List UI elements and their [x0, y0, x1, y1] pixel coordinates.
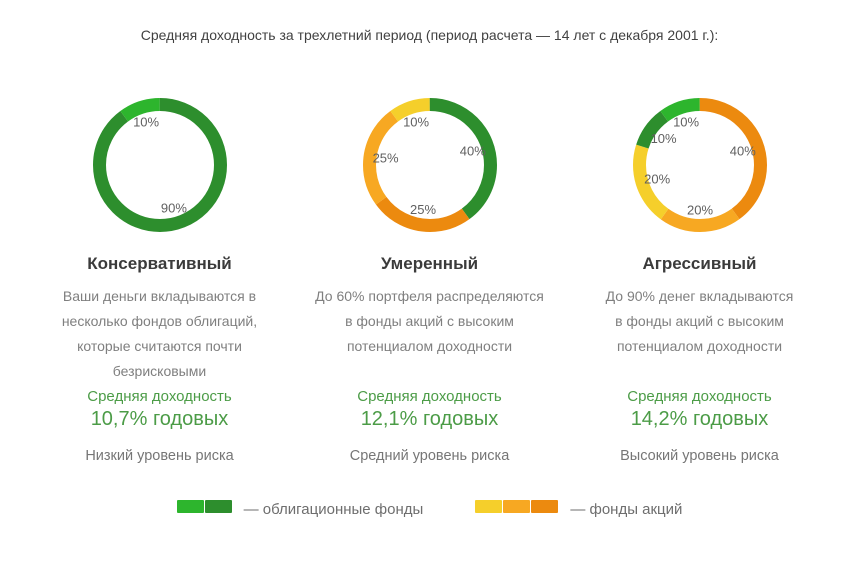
donut-segment-label: 20%	[644, 171, 670, 186]
donut-chart-moderate: 40% 25% 25% 10%	[350, 85, 510, 245]
donut-segment-label: 10%	[133, 115, 159, 130]
donut-segment-label: 40%	[729, 144, 755, 159]
average-return-value: 10,7% годовых	[90, 408, 229, 430]
legend-label-bonds: — облигационные фонды	[243, 500, 424, 518]
portfolio-description: Ваши деньги вкладываются в несколько фон…	[61, 288, 258, 379]
legend-label-stocks: — фонды акций	[570, 500, 683, 518]
risk-level: Высокий уровень риска	[620, 448, 779, 464]
legend-swatch-green_dark	[204, 500, 232, 513]
donut-segment-label: 25%	[372, 151, 398, 166]
donut-segment-yellow	[632, 98, 767, 232]
legend: — облигационные фонды — фонды акций	[0, 500, 859, 518]
legend-item-bond-funds: — облигационные фонды	[176, 500, 424, 518]
donut-segment-label: 40%	[459, 144, 485, 159]
donut-segment-green_dark	[362, 98, 497, 232]
legend-swatch-amber	[503, 500, 531, 513]
donut-segment-label: 10%	[403, 115, 429, 130]
average-return-label: Средняя доходность	[627, 388, 772, 405]
donut-chart-aggressive: 40% 20% 20% 10% 10%	[620, 85, 780, 245]
portfolio-aggressive: 40% 20% 20% 10% 10% Агрессивный До 90% денег…	[565, 85, 835, 464]
donut-segment-amber	[632, 98, 767, 232]
donut-segment-green_dark	[92, 98, 227, 232]
donut-segment-label: 10%	[650, 131, 676, 146]
legend-item-stock-funds: — фонды акций	[475, 500, 682, 518]
donut-segment-label: 25%	[409, 202, 435, 217]
donut-segment-label: 90%	[160, 200, 186, 215]
portfolio-name: Консервативный	[87, 254, 232, 273]
average-return-block: Средняя доходность 12,1% годовых	[295, 388, 565, 431]
donut-chart-conservative: 90% 10%	[80, 85, 240, 245]
legend-swatch-orange	[531, 500, 559, 513]
average-return-block: Средняя доходность 14,2% годовых	[565, 388, 835, 431]
portfolio-name: Умеренный	[380, 254, 479, 273]
portfolio-moderate: 40% 25% 25% 10% Умеренный До 60% портфеля р…	[295, 85, 565, 464]
portfolio-name: Агрессивный	[642, 254, 757, 273]
portfolio-description: До 90% денег вкладываются в фонды акций …	[605, 288, 794, 354]
donut-segment-orange	[362, 98, 497, 232]
donut-segment-orange	[632, 98, 767, 232]
portfolios-row: 90% 10% Консервативный Ваши деньги вклады…	[0, 85, 859, 464]
donut-segment-label: 10%	[673, 115, 699, 130]
legend-swatches-stocks	[475, 500, 559, 518]
risk-level: Низкий уровень риска	[85, 448, 234, 464]
legend-swatch-yellow	[475, 500, 503, 513]
average-return-label: Средняя доходность	[87, 388, 232, 405]
page-title: Средняя доходность за трехлетний период …	[140, 27, 719, 43]
portfolio-conservative: 90% 10% Консервативный Ваши деньги вклады…	[25, 85, 295, 464]
average-return-label: Средняя доходность	[357, 388, 502, 405]
legend-swatch-green_light	[176, 500, 204, 513]
risk-level: Средний уровень риска	[349, 448, 510, 464]
donut-segment-amber	[362, 98, 497, 232]
donut-segment-label: 20%	[686, 203, 712, 218]
average-return-block: Средняя доходность 10,7% годовых	[25, 388, 295, 431]
legend-swatches-bonds	[176, 500, 233, 518]
average-return-value: 12,1% годовых	[360, 408, 499, 430]
portfolio-description: До 60% портфеля распределяются в фонды а…	[315, 288, 544, 354]
average-return-value: 14,2% годовых	[630, 408, 769, 430]
